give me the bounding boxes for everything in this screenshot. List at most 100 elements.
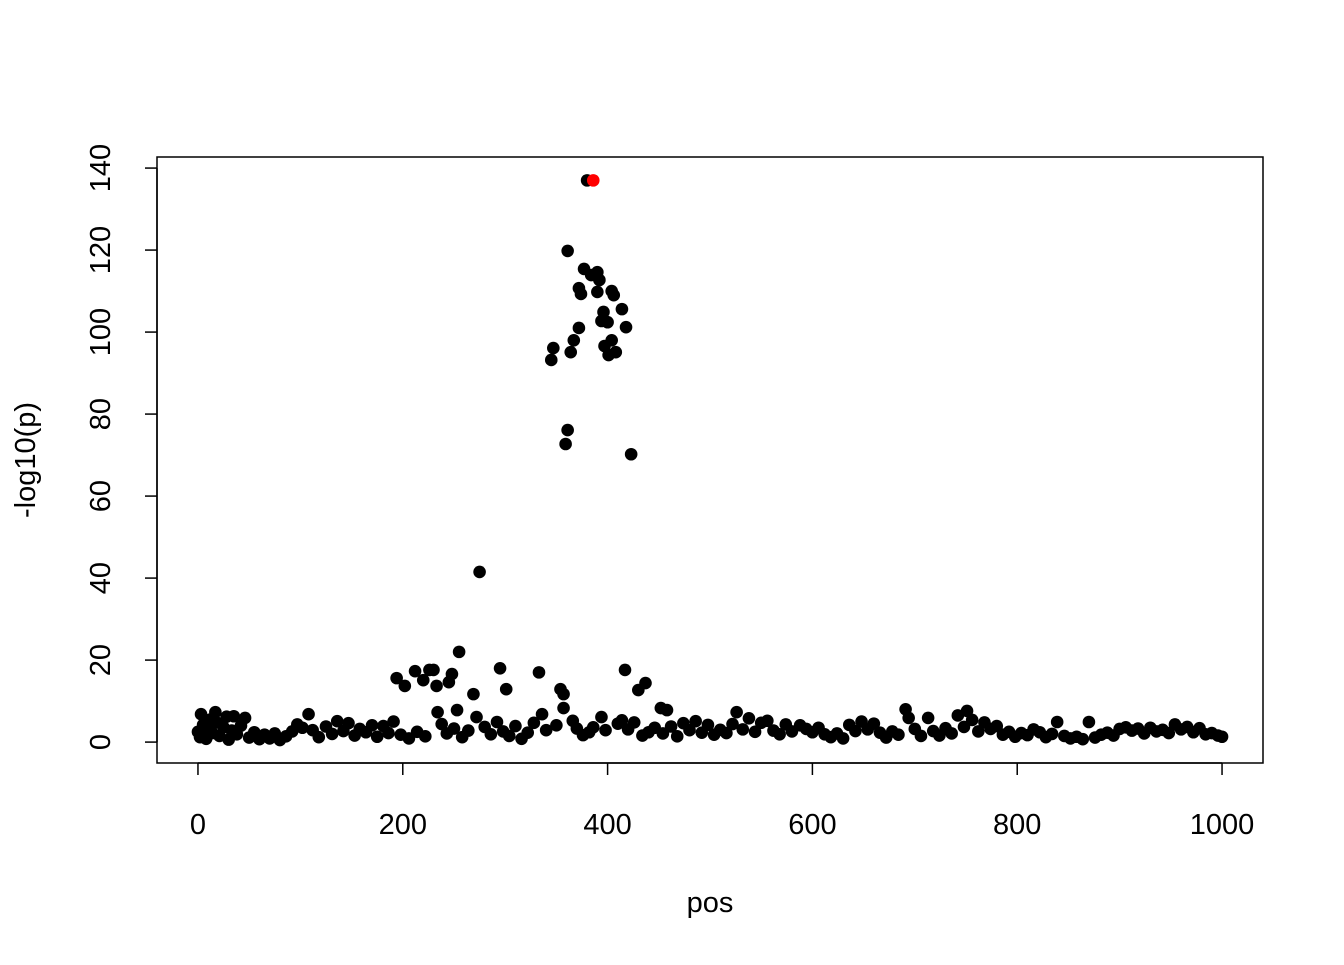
data-point xyxy=(535,707,549,721)
x-axis-label: pos xyxy=(687,887,734,919)
data-point xyxy=(951,709,965,722)
y-tick-label: 100 xyxy=(85,308,117,356)
y-tick-label: 120 xyxy=(85,226,117,274)
data-point xyxy=(586,721,600,734)
x-tick-label: 1000 xyxy=(1190,809,1255,841)
data-point xyxy=(427,663,440,677)
data-point xyxy=(544,353,558,367)
data-point xyxy=(619,320,633,334)
data-point xyxy=(972,725,985,738)
data-point xyxy=(408,664,422,678)
data-point xyxy=(656,727,670,740)
data-point xyxy=(742,712,756,725)
data-point xyxy=(447,722,461,735)
data-point xyxy=(527,716,541,730)
data-point xyxy=(330,714,344,728)
data-point xyxy=(957,720,971,734)
data-point xyxy=(602,348,615,362)
data-point xyxy=(325,727,339,741)
data-point xyxy=(382,726,395,740)
data-point xyxy=(462,724,475,737)
data-point xyxy=(689,714,702,728)
data-point xyxy=(730,705,743,719)
highlighted-point xyxy=(586,174,600,187)
data-point xyxy=(470,710,483,724)
data-point xyxy=(615,714,629,727)
y-tick-label: 20 xyxy=(85,644,117,676)
data-point xyxy=(1082,715,1096,729)
data-point xyxy=(701,718,715,732)
data-point xyxy=(296,721,309,735)
data-point xyxy=(559,437,572,451)
data-point xyxy=(607,288,621,302)
data-point xyxy=(532,666,546,679)
data-point xyxy=(761,714,774,728)
x-tick-label: 0 xyxy=(190,809,206,841)
data-point xyxy=(452,645,466,659)
data-point xyxy=(627,716,641,729)
y-tick-label: 60 xyxy=(85,480,117,512)
data-point xyxy=(572,321,586,335)
data-point xyxy=(965,713,979,727)
y-tick-label: 0 xyxy=(85,734,117,750)
data-point xyxy=(595,710,608,724)
data-point xyxy=(748,725,762,739)
data-point xyxy=(867,717,881,730)
y-tick-label: 80 xyxy=(85,398,117,430)
x-tick-label: 600 xyxy=(788,809,836,841)
data-point xyxy=(557,701,570,715)
data-point xyxy=(387,715,400,728)
data-point xyxy=(473,565,486,579)
data-point xyxy=(490,715,504,729)
data-point xyxy=(365,718,379,732)
data-point xyxy=(618,663,632,677)
data-point xyxy=(664,720,678,733)
data-point xyxy=(499,682,513,696)
data-point xyxy=(539,723,553,737)
data-point xyxy=(567,333,581,347)
data-point xyxy=(390,671,403,685)
data-point xyxy=(419,730,432,743)
data-point xyxy=(1076,732,1090,746)
data-point xyxy=(593,273,606,287)
data-point xyxy=(442,675,456,689)
data-point xyxy=(615,302,629,316)
x-tick-label: 200 xyxy=(379,809,427,841)
data-point xyxy=(234,719,248,732)
data-point xyxy=(902,711,915,725)
data-point xyxy=(945,727,958,740)
data-point xyxy=(1045,727,1059,741)
data-point xyxy=(914,729,928,743)
y-tick-label: 140 xyxy=(85,144,117,192)
data-point xyxy=(720,726,733,740)
data-point xyxy=(467,687,480,701)
data-point xyxy=(892,728,905,742)
data-point xyxy=(660,703,674,717)
data-point xyxy=(430,679,443,693)
data-point xyxy=(836,732,850,745)
data-point xyxy=(670,730,684,743)
x-tick-label: 800 xyxy=(993,809,1041,841)
plot-frame xyxy=(156,156,1264,764)
data-point xyxy=(550,718,563,732)
data-point xyxy=(194,707,208,721)
data-point xyxy=(591,285,604,299)
data-point xyxy=(624,447,638,461)
data-point xyxy=(342,716,355,730)
data-point xyxy=(547,341,560,355)
data-point xyxy=(599,723,612,737)
data-point xyxy=(561,423,574,437)
data-point xyxy=(773,727,786,741)
data-point xyxy=(370,730,384,744)
y-tick-label: 40 xyxy=(85,562,117,594)
data-point xyxy=(574,287,588,301)
data-point xyxy=(561,244,574,258)
data-point xyxy=(1215,730,1229,744)
data-point xyxy=(227,709,241,723)
data-point xyxy=(736,723,750,736)
data-point xyxy=(502,729,516,743)
data-point xyxy=(450,703,464,717)
data-point xyxy=(509,719,522,733)
